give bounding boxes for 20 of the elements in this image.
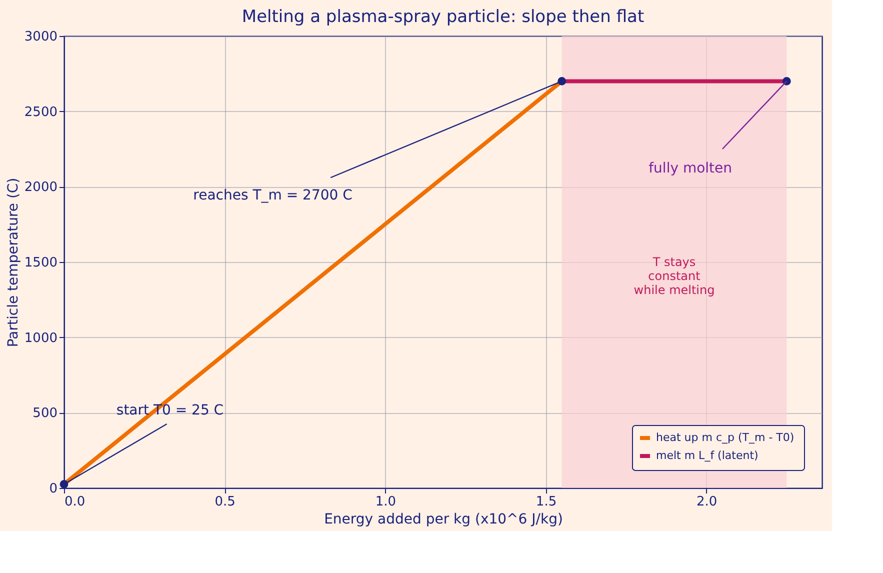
y-tick-label: 1000 <box>24 330 58 346</box>
y-tick-label: 3000 <box>24 30 58 44</box>
x-tick-label: 0.5 <box>214 494 236 510</box>
x-axis-title: Energy added per kg (x10^6 J/kg) <box>324 512 563 528</box>
y-tick-label: 2000 <box>24 180 58 196</box>
y-axis-title: Particle temperature (C) <box>5 178 22 348</box>
annotation: fully molten <box>648 160 732 177</box>
annotation: reaches T_m = 2700 C <box>193 188 353 204</box>
chart-title: Melting a plasma-spray particle: slope then flat <box>242 7 644 27</box>
legend-label: heat up m c_p (T_m - T0) <box>656 431 794 444</box>
y-tick-label: 1500 <box>24 256 58 270</box>
y-tick-label: 2500 <box>24 104 58 120</box>
y-tick-label: 0 <box>49 482 58 496</box>
x-tick-label: 0.0 <box>64 494 86 510</box>
legend-label: melt m L_f (latent) <box>656 449 758 462</box>
band-label: T stays constant while melting <box>634 255 715 297</box>
y-tick-label: 500 <box>32 406 58 422</box>
x-tick-label: 1.5 <box>536 494 557 510</box>
x-tick-label: 1.0 <box>375 494 396 510</box>
x-tick-label: 2.0 <box>696 494 718 510</box>
